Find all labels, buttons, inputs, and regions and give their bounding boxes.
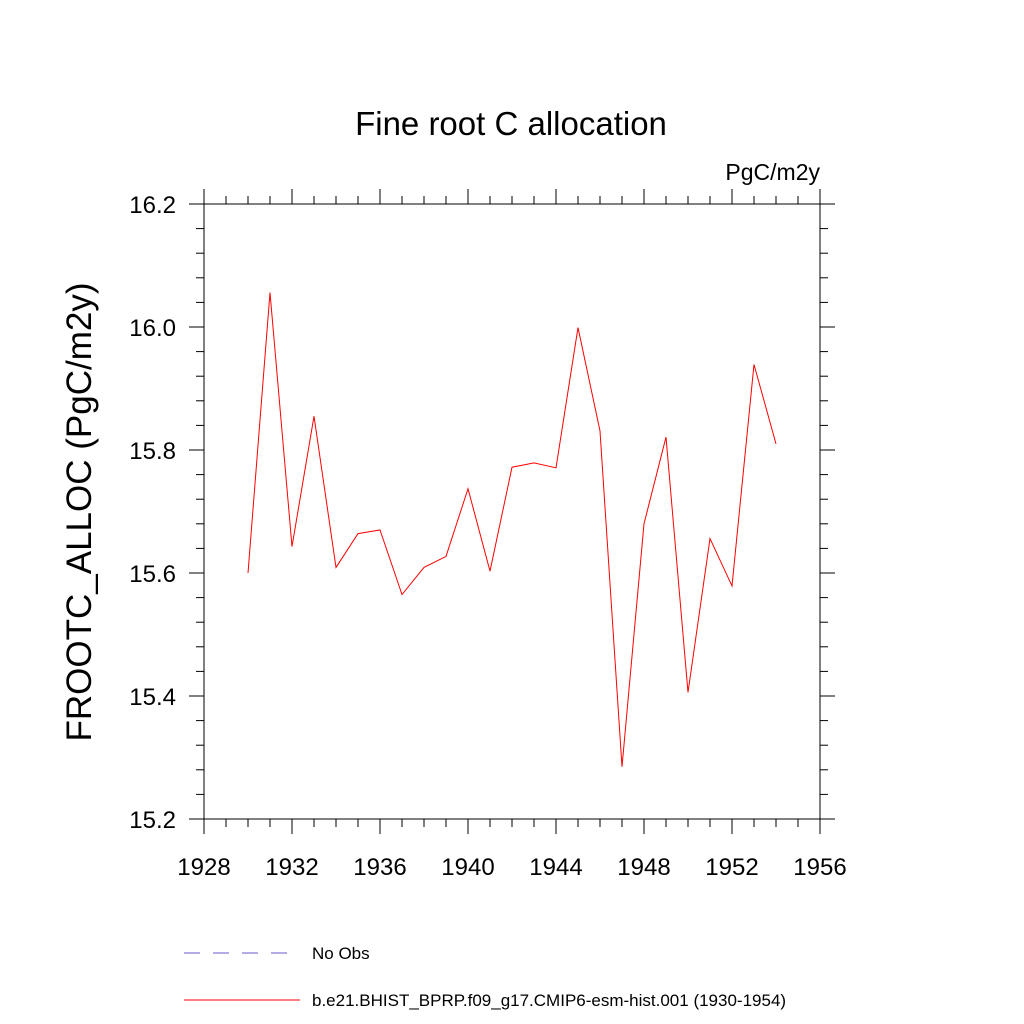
data-point	[709, 538, 711, 540]
data-point	[445, 555, 447, 557]
data-point	[621, 766, 623, 768]
x-tick-label: 1956	[793, 854, 846, 881]
x-tick-label: 1928	[177, 854, 230, 881]
x-tick-label: 1948	[617, 854, 670, 881]
data-point	[313, 415, 315, 417]
data-point	[577, 327, 579, 329]
legend: No Obs b.e21.BHIST_BPRP.f09_g17.CMIP6-es…	[184, 944, 786, 1010]
y-tick-label: 16.0	[129, 315, 176, 342]
data-point	[269, 292, 271, 294]
data-point	[643, 523, 645, 525]
data-point	[379, 529, 381, 531]
data-point	[423, 566, 425, 568]
x-tick-labels: 1928 1932 1936 1940 1944 1948 1952 1956	[177, 854, 846, 881]
data-point	[357, 533, 359, 535]
y-tick-labels: 15.2 15.4 15.6 15.8 16.0 16.2	[129, 192, 176, 834]
data-point	[665, 436, 667, 438]
legend-label-series: b.e21.BHIST_BPRP.f09_g17.CMIP6-esm-hist.…	[312, 991, 786, 1010]
data-point	[489, 570, 491, 572]
data-point	[247, 572, 249, 574]
data-point	[775, 443, 777, 445]
x-tick-label: 1940	[441, 854, 494, 881]
data-point	[753, 364, 755, 366]
y-tick-label: 15.6	[129, 561, 176, 588]
y-tick-label: 15.8	[129, 438, 176, 465]
data-point	[731, 585, 733, 587]
y-axis-label: FROOTC_ALLOC (PgC/m2y)	[60, 283, 99, 742]
y-tick-label: 16.2	[129, 192, 176, 219]
data-point	[599, 430, 601, 432]
axis-ticks	[189, 189, 835, 834]
data-point	[335, 566, 337, 568]
x-tick-label: 1936	[353, 854, 406, 881]
data-point	[533, 462, 535, 464]
y-tick-label: 15.2	[129, 807, 176, 834]
legend-label-no-obs: No Obs	[312, 944, 370, 963]
units-label: PgC/m2y	[725, 159, 820, 185]
series-lines	[247, 292, 777, 768]
plot-frame	[203, 203, 821, 820]
x-tick-label: 1932	[265, 854, 318, 881]
y-tick-label: 15.4	[129, 684, 176, 711]
data-point	[291, 546, 293, 548]
data-point	[687, 691, 689, 693]
x-tick-label: 1952	[705, 854, 758, 881]
data-point	[401, 594, 403, 596]
chart-title: Fine root C allocation	[355, 105, 667, 142]
data-point	[555, 467, 557, 469]
data-point	[511, 466, 513, 468]
data-point	[467, 488, 469, 490]
x-tick-label: 1944	[529, 854, 582, 881]
series-line-0	[247, 292, 777, 767]
